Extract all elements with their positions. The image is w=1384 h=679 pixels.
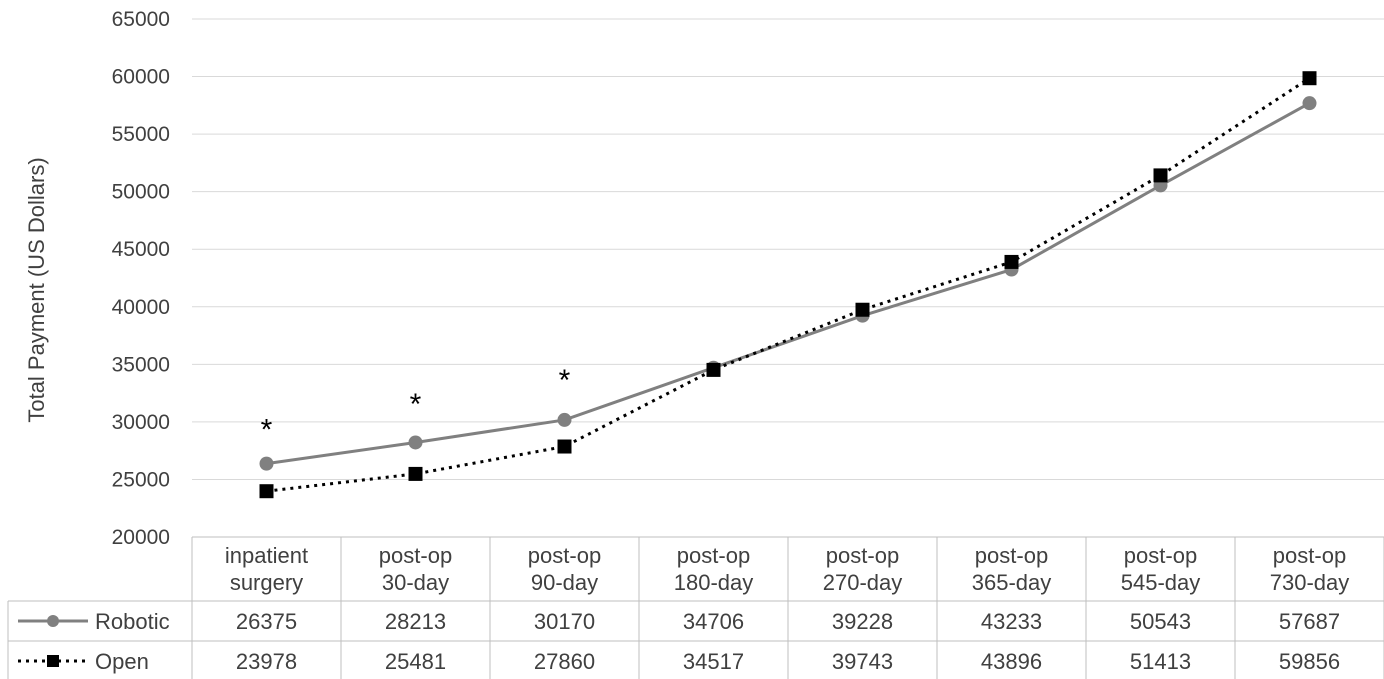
x-tick-label: post-op [1273, 543, 1346, 568]
y-tick-label: 65000 [112, 8, 170, 31]
data-point-robotic [259, 456, 274, 471]
x-tick-label: 90-day [531, 570, 598, 595]
x-tick-label: inpatient [225, 543, 308, 568]
data-point-robotic [1302, 96, 1317, 111]
data-point-open [1153, 168, 1168, 183]
data-point-robotic [557, 412, 572, 427]
table-cell: 51413 [1130, 649, 1191, 674]
y-tick-label: 40000 [112, 296, 170, 319]
x-tick-label: post-op [1124, 543, 1197, 568]
table-cell: 28213 [385, 609, 446, 634]
table-cell: 50543 [1130, 609, 1191, 634]
table-cell: 59856 [1279, 649, 1340, 674]
x-tick-label: post-op [677, 543, 750, 568]
x-tick-label: 730-day [1270, 570, 1350, 595]
table-cell: 25481 [385, 649, 446, 674]
data-point-open [1302, 71, 1317, 86]
data-point-open [408, 466, 423, 481]
table-cell: 34517 [683, 649, 744, 674]
significance-marker: * [410, 388, 422, 421]
y-tick-label: 35000 [112, 353, 170, 376]
table-cell: 39743 [832, 649, 893, 674]
data-point-open [706, 362, 721, 377]
y-tick-label: 45000 [112, 238, 170, 261]
y-tick-label: 20000 [112, 526, 170, 549]
x-tick-label: post-op [975, 543, 1048, 568]
legend-key-open [18, 655, 88, 667]
table-cell: 57687 [1279, 609, 1340, 634]
x-tick-label: 365-day [972, 570, 1052, 595]
y-tick-label: 60000 [112, 66, 170, 89]
table-cell: 30170 [534, 609, 595, 634]
table-cell: 34706 [683, 609, 744, 634]
x-tick-label: post-op [528, 543, 601, 568]
significance-marker: * [559, 364, 571, 397]
x-tick-label: post-op [379, 543, 452, 568]
x-tick-label: 270-day [823, 570, 903, 595]
legend-key-robotic [18, 615, 88, 627]
data-point-open [1004, 254, 1019, 269]
y-axis-ticks: 20000 25000 30000 35000 40000 45000 50000 55000… [112, 8, 170, 549]
data-point-open [259, 484, 274, 499]
table-cell: 43896 [981, 649, 1042, 674]
table-cell: 23978 [236, 649, 297, 674]
significance-marker: * [261, 413, 273, 446]
legend-label: Open [95, 649, 149, 674]
series-line-open [266, 76, 1311, 493]
data-point-open [855, 302, 870, 317]
x-tick-label: 180-day [674, 570, 754, 595]
data-point-open [557, 439, 572, 454]
legend-label: Robotic [95, 609, 170, 634]
x-tick-label: surgery [230, 570, 303, 595]
annotations: * * * [261, 364, 571, 446]
y-tick-label: 55000 [112, 123, 170, 146]
table-cell: 39228 [832, 609, 893, 634]
x-tick-label: 30-day [382, 570, 449, 595]
data-table: inpatientsurgerypost-op30-daypost-op90-d… [7, 536, 1384, 679]
y-tick-label: 25000 [112, 468, 170, 491]
table-cell: 26375 [236, 609, 297, 634]
series-layer [259, 71, 1317, 499]
y-tick-label: 30000 [112, 411, 170, 434]
x-tick-label: post-op [826, 543, 899, 568]
gridlines [192, 18, 1384, 480]
table-cell: 27860 [534, 649, 595, 674]
y-tick-label: 50000 [112, 181, 170, 204]
data-point-robotic [408, 435, 423, 450]
x-tick-label: 545-day [1121, 570, 1201, 595]
y-axis-label: Total Payment (US Dollars) [24, 157, 49, 422]
series-line-robotic [266, 101, 1311, 466]
table-cell: 43233 [981, 609, 1042, 634]
